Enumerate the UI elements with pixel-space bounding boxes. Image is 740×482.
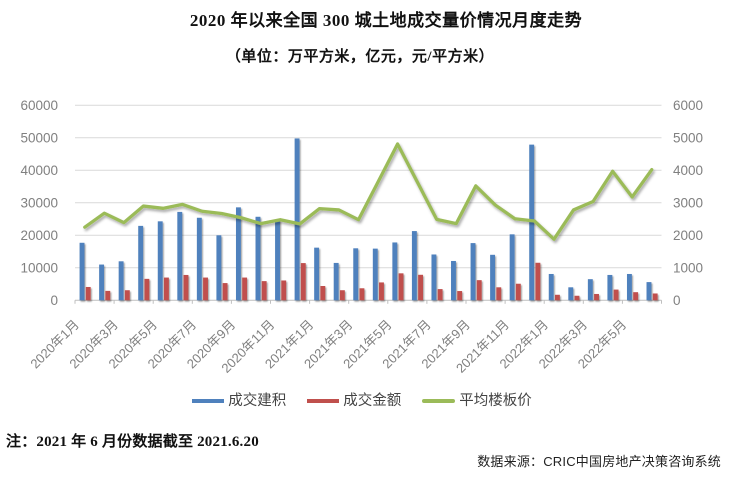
bar — [359, 288, 365, 301]
bar — [353, 248, 359, 301]
bar — [398, 273, 404, 301]
bar — [183, 274, 189, 301]
data-source: 数据来源：CRIC中国房地产决策咨询系统 — [477, 454, 721, 469]
bar — [535, 262, 541, 301]
left-axis-tick-label: 30000 — [20, 195, 58, 210]
left-axis-tick-label: 20000 — [20, 228, 58, 243]
legend-label: 成交建积 — [228, 393, 287, 409]
bar — [490, 254, 496, 301]
legend-item-2: 成交金额 — [307, 393, 401, 409]
bar — [509, 234, 515, 301]
right-axis-tick-label: 5000 — [673, 130, 703, 145]
bar — [320, 286, 326, 301]
bar — [431, 254, 437, 301]
bar — [594, 293, 599, 301]
bar — [437, 289, 443, 301]
bar — [196, 217, 202, 301]
bar — [372, 248, 378, 301]
bar — [157, 221, 163, 301]
bar — [163, 277, 169, 301]
bar — [203, 277, 208, 301]
left-axis-tick-label: 10000 — [20, 260, 58, 275]
chart-subtitle: （单位：万平方米，亿元，元/平方米） — [225, 49, 495, 65]
bar — [607, 274, 613, 301]
bar — [548, 273, 554, 301]
line-series-price — [83, 142, 654, 241]
legend-line-swatch — [422, 399, 456, 403]
legend-bar-swatch — [192, 398, 225, 404]
bar — [333, 262, 339, 301]
bar — [554, 294, 560, 301]
bar — [496, 287, 502, 301]
bar — [379, 282, 384, 301]
footnote: 注：2021 年 6 月份数据截至 2021.6.20 — [6, 434, 259, 450]
bar — [515, 283, 521, 301]
left-axis-tick-label: 50000 — [20, 130, 58, 145]
bar — [235, 207, 241, 301]
bar — [411, 231, 417, 301]
bar-series-area — [79, 138, 652, 301]
bar — [79, 242, 85, 301]
bar — [216, 235, 222, 301]
legend-item-3: 平均楼板价 — [422, 393, 532, 409]
right-axis-tick-label: 3000 — [673, 195, 703, 210]
bar — [418, 274, 424, 301]
bar — [476, 280, 482, 301]
bar-series-amount — [85, 262, 658, 301]
left-axis-tick-label: 40000 — [20, 163, 58, 178]
bar — [574, 295, 580, 301]
bar — [281, 280, 287, 301]
bar — [118, 261, 124, 301]
right-axis-tick-label: 1000 — [673, 260, 703, 275]
bar — [144, 278, 150, 301]
legend-item-1: 成交建积 — [192, 393, 286, 409]
bar — [646, 282, 652, 301]
bar — [613, 289, 619, 301]
legend-bar-swatch — [307, 398, 340, 404]
bar — [85, 286, 91, 301]
bar — [626, 273, 632, 301]
bar — [314, 247, 320, 301]
bar — [457, 291, 463, 301]
bar — [255, 216, 261, 301]
right-axis-tick-label: 2000 — [673, 228, 703, 243]
bar — [633, 292, 639, 301]
bar — [124, 290, 130, 301]
right-axis-tick-label: 4000 — [673, 163, 703, 178]
bar — [242, 277, 248, 301]
bar — [529, 144, 535, 301]
bar — [392, 242, 398, 301]
right-axis-tick-label: 6000 — [673, 98, 703, 113]
chart-legend: 成交建积 成交金额 平均楼板价 — [0, 393, 724, 409]
bar — [339, 290, 345, 301]
chart-title: 2020 年以来全国 300 城土地成交量价情况月度走势 — [189, 11, 583, 30]
legend-label: 成交金额 — [343, 393, 402, 409]
bar — [300, 263, 306, 301]
bar — [105, 290, 111, 301]
bar — [568, 287, 574, 301]
bar — [138, 225, 144, 301]
bar — [652, 293, 658, 301]
bar — [275, 220, 280, 301]
right-axis-tick-label: 0 — [673, 293, 681, 308]
bar — [177, 211, 183, 301]
legend-label: 平均楼板价 — [459, 393, 532, 409]
bar — [261, 281, 267, 301]
bar — [222, 283, 228, 301]
bar — [470, 243, 476, 301]
bar — [451, 260, 456, 301]
bar — [99, 264, 105, 301]
bar — [294, 138, 300, 301]
left-axis-tick-label: 0 — [50, 293, 58, 308]
bar — [587, 279, 593, 301]
left-axis-tick-label: 60000 — [20, 98, 58, 113]
